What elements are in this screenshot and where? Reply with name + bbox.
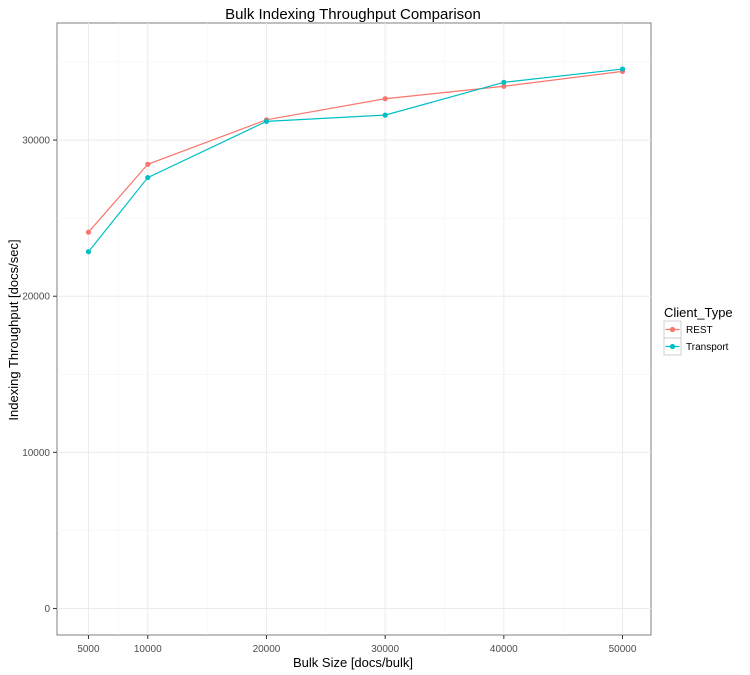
data-point-rest bbox=[382, 96, 388, 102]
legend-label-transport: Transport bbox=[686, 342, 729, 353]
series-points bbox=[85, 66, 626, 255]
x-axis-ticks: 5000 10000 20000 30000 40000 50000 bbox=[77, 635, 637, 655]
legend: Client_Type REST Transport bbox=[663, 305, 733, 356]
data-point-transport bbox=[619, 66, 626, 72]
legend-label-rest: REST bbox=[686, 325, 713, 336]
data-point-transport bbox=[263, 118, 270, 124]
x-tick-label: 40000 bbox=[490, 644, 518, 655]
y-tick-label: 20000 bbox=[22, 292, 50, 303]
data-point-transport bbox=[145, 174, 151, 181]
series-line-rest bbox=[87, 70, 623, 233]
y-tick-label: 30000 bbox=[22, 136, 50, 147]
data-point-rest bbox=[85, 229, 92, 235]
y-tick-label: 10000 bbox=[22, 448, 50, 459]
series-line-transport bbox=[87, 68, 623, 253]
legend-key-point-rest bbox=[669, 326, 676, 333]
x-tick-label: 20000 bbox=[253, 644, 281, 655]
x-axis-title: Bulk Size [docs/bulk] bbox=[293, 655, 413, 670]
grid bbox=[57, 23, 651, 635]
x-tick-label: 30000 bbox=[371, 644, 399, 655]
chart-title: Bulk Indexing Throughput Comparison bbox=[225, 6, 481, 23]
data-point-transport bbox=[501, 79, 507, 85]
y-axis-title: Indexing Throughput [docs/sec] bbox=[6, 239, 21, 420]
x-tick-label: 10000 bbox=[134, 644, 162, 655]
y-tick-label: 0 bbox=[44, 604, 50, 615]
data-point-rest bbox=[501, 83, 507, 89]
x-tick-label: 50000 bbox=[609, 644, 637, 655]
plot-panel bbox=[56, 22, 652, 636]
series-lines bbox=[87, 68, 623, 253]
y-axis-ticks: 0 10000 20000 30000 bbox=[22, 136, 57, 615]
legend-items: REST Transport bbox=[663, 320, 729, 356]
x-tick-label: 5000 bbox=[77, 644, 100, 655]
data-point-transport bbox=[85, 249, 92, 255]
legend-title: Client_Type bbox=[664, 305, 733, 320]
data-point-rest bbox=[145, 161, 151, 167]
data-point-transport bbox=[382, 112, 388, 118]
legend-key-point-transport bbox=[669, 343, 676, 350]
